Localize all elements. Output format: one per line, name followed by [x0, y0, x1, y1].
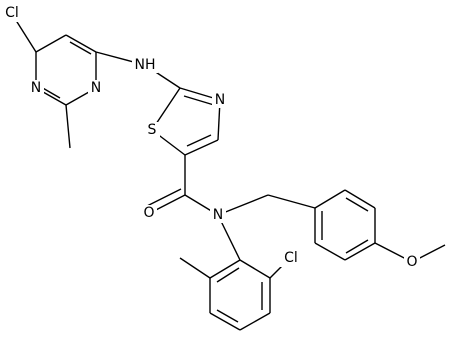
atom-label: S [148, 122, 157, 138]
atom-label: N [213, 207, 223, 223]
atom-label: Cl [5, 5, 19, 21]
bonds [11, 13, 446, 331]
atom-label: N [215, 92, 225, 108]
atom-label: O [143, 205, 154, 221]
atom-labels: Cl N N NH S N O N Cl O [2, 4, 420, 270]
atom-label: NH [135, 57, 156, 73]
atom-label: N [91, 80, 101, 96]
atom-label: N [31, 80, 41, 96]
atom-label: Cl [284, 250, 298, 266]
atom-label: O [406, 254, 417, 270]
